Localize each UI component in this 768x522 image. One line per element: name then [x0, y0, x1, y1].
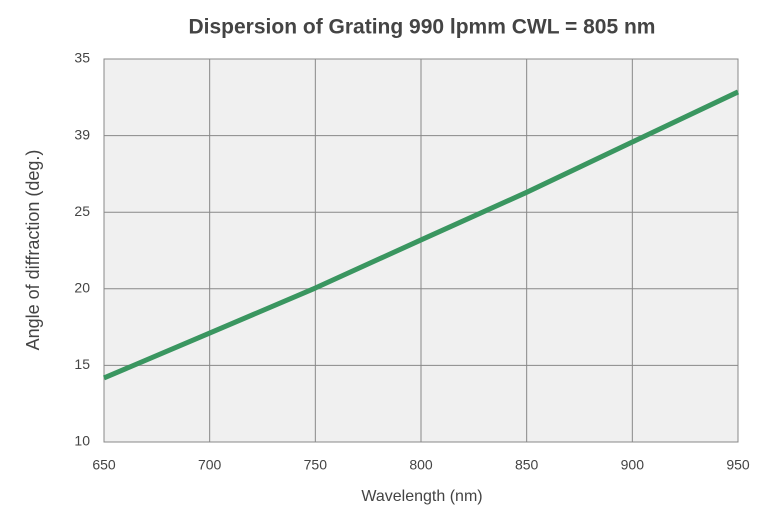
y-tick-label: 35: [74, 50, 90, 66]
plot-border: [103, 58, 739, 443]
y-tick-label: 39: [74, 126, 90, 142]
x-tick-label: 750: [304, 457, 328, 473]
x-tick-label: 700: [198, 457, 222, 473]
x-tick-label: 900: [621, 457, 645, 473]
x-axis-label: Wavelength (nm): [361, 488, 482, 505]
x-tick-label: 950: [726, 457, 750, 473]
y-axis-label: Angle of diffraction (deg.): [23, 150, 43, 351]
x-tick-label: 850: [515, 457, 539, 473]
y-tick-label: 15: [74, 356, 90, 372]
x-tick-label: 650: [92, 457, 116, 473]
chart-title: Dispersion of Grating 990 lpmm CWL = 805…: [189, 16, 656, 39]
y-tick-label: 10: [74, 433, 90, 449]
data-line: [103, 89, 740, 381]
y-tick-label: 25: [74, 203, 90, 219]
y-tick-label: 20: [74, 280, 90, 296]
x-tick-label: 800: [409, 457, 433, 473]
